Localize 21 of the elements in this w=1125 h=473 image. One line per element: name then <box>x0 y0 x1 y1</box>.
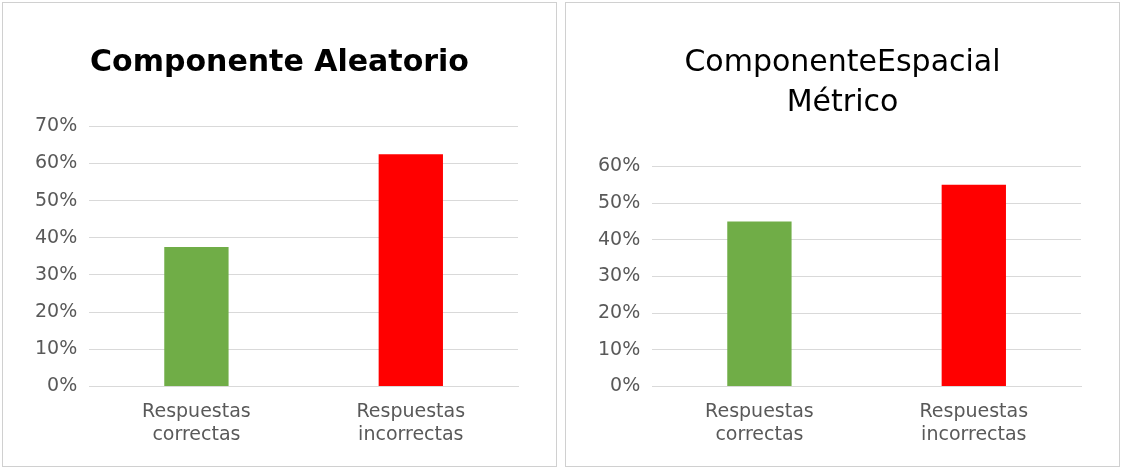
y-tick-label: 20% <box>35 299 78 322</box>
chart-title: ComponenteEspacial Métrico <box>683 42 1002 120</box>
y-tick-label: 0% <box>47 373 78 396</box>
x-tick-label: Respuestas incorrectas <box>356 398 466 444</box>
y-tick-label: 40% <box>35 224 78 247</box>
y-tick-label: 10% <box>598 336 641 359</box>
y-tick-label: 20% <box>598 300 641 322</box>
x-tick-label: Respuestas correctas <box>142 398 251 444</box>
y-tick-label: 10% <box>35 336 78 359</box>
chart-title: Componente Aleatorio <box>89 42 470 80</box>
y-tick-label: 0% <box>610 373 641 396</box>
y-tick-label: 50% <box>35 187 78 210</box>
y-tick-label: 30% <box>35 261 78 284</box>
y-tick-label: 50% <box>598 190 641 212</box>
x-tick-label: Respuestas correctas <box>705 398 814 444</box>
y-tick-label: 30% <box>598 263 641 286</box>
y-tick-label: 40% <box>598 226 641 249</box>
x-tick-label: Respuestas incorrectas <box>919 398 1029 444</box>
y-tick-label: 70% <box>35 113 78 136</box>
y-tick-label: 60% <box>35 150 78 173</box>
y-tick-label: 60% <box>598 153 641 176</box>
